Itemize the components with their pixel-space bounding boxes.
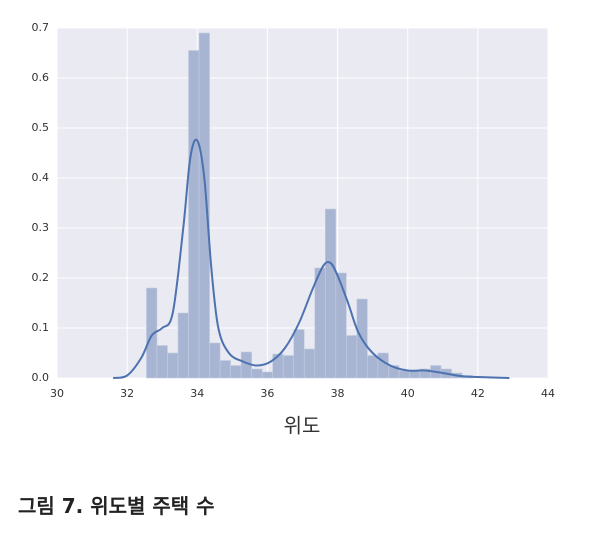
bar [335,272,347,379]
x-tick-label: 30 [50,387,64,400]
x-tick-label: 42 [471,387,485,400]
bar [177,312,189,379]
bar [167,352,179,379]
x-tick-label: 32 [120,387,134,400]
bar [156,345,168,379]
bar [230,365,242,379]
bar [198,32,210,379]
bar [188,50,200,379]
y-tick-label: 0.3 [32,221,50,234]
bar [367,355,379,379]
y-tick-label: 0.7 [32,21,50,34]
bar [251,368,263,379]
bar [219,360,231,379]
bar [261,371,273,379]
bar [146,287,158,379]
bar [293,329,305,379]
x-tick-label: 34 [190,387,204,400]
x-tick-label: 36 [260,387,274,400]
bar [314,267,326,379]
y-tick-label: 0.2 [32,271,50,284]
bar [377,352,389,379]
plot-background [57,28,548,378]
bar [398,370,410,379]
chart: 위도 0.0 0.1 0.2 0.3 0.4 0.5 0.6 0.7 30 32 34 36 38 40 4… [32,21,556,438]
y-tick-label: 0.1 [32,321,50,334]
bar [282,355,295,379]
bar [303,348,316,379]
bar [272,353,284,379]
kde-line [112,138,510,379]
x-tick-label: 44 [541,387,555,400]
x-tick-label: 38 [331,387,345,400]
bar [346,335,358,379]
bar [209,342,221,379]
caption: 그림 7. 위도별 주택 수 [18,494,215,518]
bar [324,208,337,379]
y-tick-label: 0.6 [32,71,50,84]
y-tick-label: 0.0 [32,371,50,384]
y-tick-label: 0.5 [32,121,50,134]
x-tick-label: 40 [401,387,415,400]
y-tick-label: 0.4 [32,171,50,184]
x-axis-label: 위도 [284,414,321,438]
